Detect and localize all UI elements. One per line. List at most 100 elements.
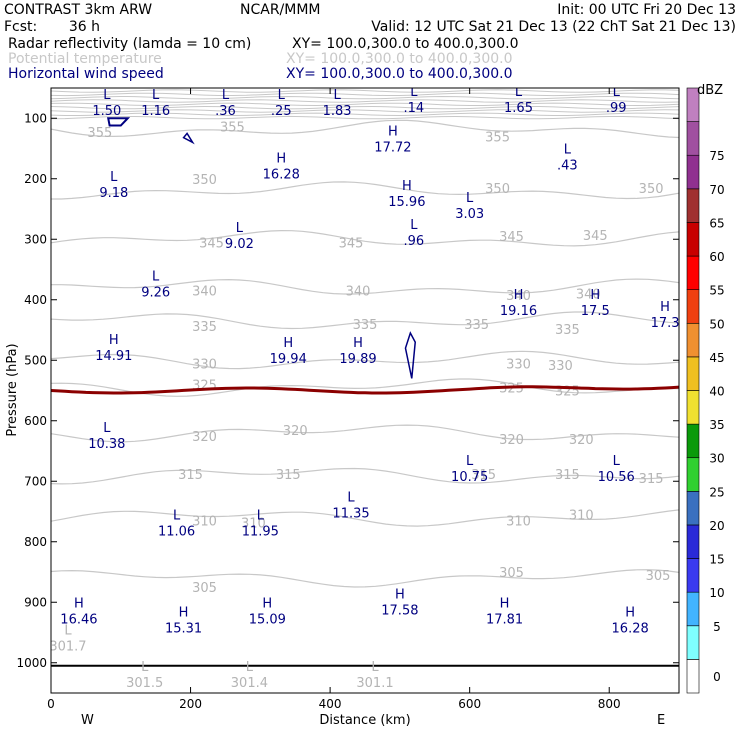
theta-contour-label: 350 [639, 182, 664, 197]
theta-contour-label: 315 [639, 472, 664, 487]
wind-max-value: 16.28 [263, 168, 300, 183]
wind-min-value: .43 [557, 159, 578, 174]
wind-max-value: 19.16 [500, 304, 537, 319]
wind-contour [107, 117, 131, 127]
wind-max-marker: H [74, 596, 84, 611]
y-tick-label: 1000 [16, 656, 47, 670]
colorbar-tick-label: 15 [709, 553, 724, 567]
wind-max-marker: H [353, 336, 363, 351]
theta-min-marker: L [246, 660, 254, 675]
colorbar-tick-label: 35 [709, 418, 724, 432]
wind-min-value: 10.56 [598, 470, 635, 485]
wind-max-value: 15.96 [388, 195, 425, 210]
wind-min-marker: L [152, 270, 160, 285]
wind-max-value: 16.46 [60, 612, 97, 627]
wind-max-marker: H [109, 333, 119, 348]
theta-contour-line [51, 509, 679, 527]
fcst-value: 36 h [69, 19, 100, 35]
colorbar-tick-label: 50 [709, 317, 724, 331]
theta-contour-label: 345 [199, 236, 224, 251]
theta-contour-label: 315 [178, 468, 203, 483]
y-tick-label: 400 [24, 293, 47, 307]
y-tick-label: 200 [24, 172, 47, 186]
theta-contour-label: 320 [569, 433, 594, 448]
theta-contour-label: 310 [192, 515, 217, 530]
colorbar-tick-label: 30 [709, 452, 724, 466]
upper-theta-contour [51, 92, 679, 97]
theta-contour-label: 335 [555, 323, 580, 338]
theta-contour-line [51, 467, 679, 485]
wind-min-marker: L [236, 221, 244, 236]
wind-max-value: 15.31 [165, 621, 202, 636]
plot-frame [50, 87, 680, 694]
header: CONTRAST 3km ARW NCAR/MMM Init: 00 UTC F… [4, 2, 736, 82]
colorbar-swatch [686, 591, 700, 627]
theta-contour-label: 355 [220, 121, 245, 136]
axes: 100 200 300 400 500 600 700 800 900 1000 0 200 400 60… [16, 88, 679, 711]
colorbar-tick-label: 20 [709, 519, 724, 533]
wind-min-value: 10.38 [88, 437, 125, 452]
field-name-wind: Horizontal wind speed [8, 66, 164, 82]
colorbar-tick-label: 0 [713, 670, 721, 684]
wind-max-value: 19.94 [270, 352, 307, 367]
valid-time: Valid: 12 UTC Sat 21 Dec 13 (22 ChT Sat … [371, 19, 736, 35]
theta-contour-label: 335 [353, 318, 378, 333]
theta-contour-line [51, 311, 679, 330]
wind-max-marker: H [283, 336, 293, 351]
colorbar-swatch [686, 188, 700, 223]
wind-max-marker: H [179, 605, 189, 620]
model-name: CONTRAST 3km ARW [4, 2, 152, 18]
wind-min-value: .96 [404, 234, 425, 249]
theta-contour-label: 315 [276, 468, 301, 483]
theta-contour-line [51, 424, 679, 443]
theta-contour-label: 305 [192, 581, 217, 596]
wind-min-value: .99 [606, 101, 627, 116]
x-tick-label: 0 [47, 697, 55, 711]
y-tick-label: 600 [24, 414, 47, 428]
colorbar-swatch [686, 659, 700, 694]
wind-min-marker: L [515, 85, 523, 100]
colorbar-tick-label: 45 [709, 351, 724, 365]
theta-contour-label: 330 [548, 359, 573, 374]
colorbar-tick-label: 60 [709, 250, 724, 264]
wind-max-value: 17.58 [381, 603, 418, 618]
wind-max-marker: H [395, 587, 405, 602]
colorbar-swatch [686, 289, 700, 324]
wind-min-value: 11.95 [242, 525, 279, 540]
init-time: Init: 00 UTC Fri 20 Dec 13 [557, 2, 736, 18]
y-tick-label: 800 [24, 535, 47, 549]
field-name-reflectivity: Radar reflectivity (lamda = 10 cm) [8, 36, 251, 52]
wind-min-marker: L [173, 509, 181, 524]
colorbar-tick-label: 75 [709, 149, 724, 163]
theta-min-value: 301.5 [126, 676, 163, 691]
upper-theta-contour [51, 109, 679, 113]
wind-max-value: 17.5 [581, 304, 610, 319]
wind-min-marker: L [103, 421, 111, 436]
theta-min-marker: L [64, 624, 72, 639]
y-tick-label: 700 [24, 474, 47, 488]
theta-contour-label: 355 [87, 126, 112, 141]
east-label: E [657, 713, 665, 728]
theta-contour-label: 305 [646, 569, 671, 584]
upper-theta-contour [51, 112, 679, 117]
wind-max-value: 16.28 [612, 621, 649, 636]
theta-contour-line [51, 119, 679, 139]
theta-contour-label: 340 [506, 289, 531, 304]
fcst-label: Fcst: [4, 19, 37, 35]
wind-min-value: 9.02 [225, 237, 254, 252]
colorbar-swatch [686, 356, 700, 391]
wind-min-value: 1.83 [323, 104, 352, 119]
wind-min-marker: L [613, 85, 621, 100]
theta-contour-label: 305 [499, 566, 524, 581]
wind-min-marker: L [347, 490, 355, 505]
wind-min-marker: L [613, 454, 621, 469]
theta-contour-label: 315 [471, 468, 496, 483]
colorbar-swatch [686, 491, 700, 526]
field-xy-theta: XY= 100.0,300.0 to 400.0,300.0 [286, 51, 513, 67]
theta-contour-label: 320 [499, 433, 524, 448]
wind-min-marker: L [152, 88, 160, 103]
wind-min-marker: L [410, 218, 418, 233]
theta-contour-label: 350 [485, 182, 510, 197]
colorbar-tick-label: 70 [709, 183, 724, 197]
